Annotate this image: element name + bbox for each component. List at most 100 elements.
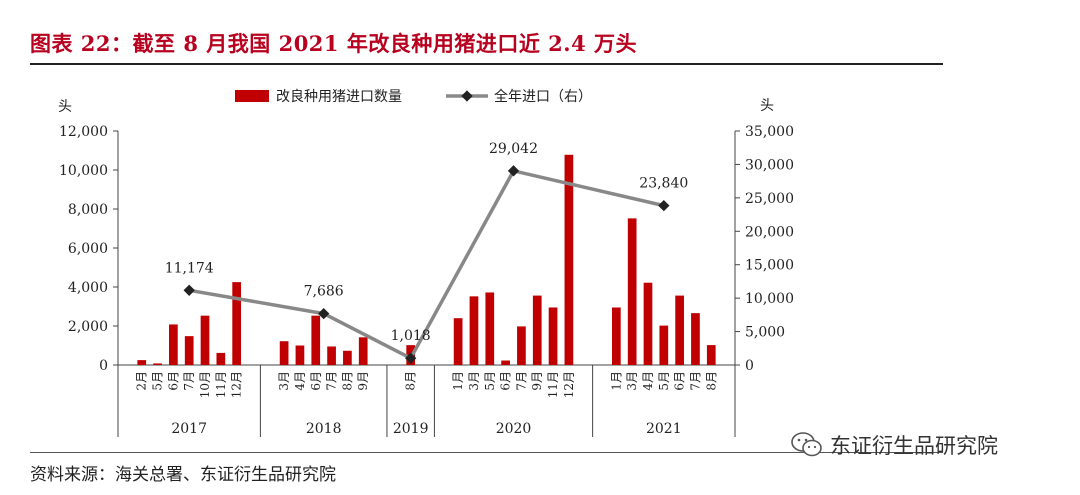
bar xyxy=(279,341,289,365)
left-tick-label: 0 xyxy=(99,358,108,374)
annual-marker xyxy=(183,284,195,296)
x-tick-label: 9月 xyxy=(356,371,370,391)
year-label: 2020 xyxy=(496,421,532,437)
annual-marker xyxy=(507,165,520,177)
x-tick-label: 4月 xyxy=(641,371,655,391)
x-tick-label: 12月 xyxy=(562,371,576,398)
x-tick-label: 5月 xyxy=(483,371,497,391)
year-label: 2021 xyxy=(646,421,682,437)
legend-bar-label: 改良种用猪进口数量 xyxy=(276,89,402,105)
bar xyxy=(706,345,716,365)
x-tick-label: 7月 xyxy=(325,371,339,391)
bar xyxy=(153,363,162,365)
x-tick-label: 2月 xyxy=(135,371,149,391)
bar xyxy=(532,295,542,365)
bar xyxy=(485,292,495,365)
x-tick-label: 7月 xyxy=(182,371,196,391)
x-tick-label: 8月 xyxy=(404,371,418,391)
x-tick-label: 6月 xyxy=(673,371,687,391)
bar xyxy=(627,218,637,365)
x-tick-label: 3月 xyxy=(625,371,639,391)
year-label: 2017 xyxy=(171,421,207,437)
x-tick-label: 1月 xyxy=(609,371,623,391)
bar xyxy=(453,318,463,365)
bar xyxy=(691,313,700,365)
x-tick-label: 11月 xyxy=(546,371,560,398)
x-tick-label: 7月 xyxy=(514,371,528,391)
bar xyxy=(295,345,305,365)
bar xyxy=(169,324,178,365)
left-tick-label: 4,000 xyxy=(68,280,108,296)
source-note: 资料来源：海关总署、东证衍生品研究院 xyxy=(30,465,336,485)
left-tick-label: 12,000 xyxy=(59,124,108,140)
title-rule xyxy=(30,63,943,65)
bar xyxy=(216,352,226,365)
annual-data-label: 29,042 xyxy=(489,141,538,157)
wechat-icon xyxy=(791,432,822,457)
x-tick-label: 10月 xyxy=(198,371,212,398)
annual-data-label: 7,686 xyxy=(304,284,344,300)
watermark: 东证衍生品研究院 xyxy=(790,430,998,460)
annual-marker xyxy=(658,199,670,212)
bar xyxy=(232,282,242,365)
chart-title: 图表 22：截至 8 月我国 2021 年改良种用猪进口近 2.4 万头 xyxy=(30,31,637,56)
right-tick-label: 10,000 xyxy=(745,291,794,307)
bar xyxy=(343,350,352,365)
x-tick-label: 3月 xyxy=(467,371,481,391)
x-tick-label: 12月 xyxy=(230,371,244,398)
annual-marker xyxy=(318,307,330,320)
source-rule xyxy=(30,452,943,453)
x-tick-label: 1月 xyxy=(451,371,465,391)
x-tick-label: 9月 xyxy=(530,371,544,391)
x-tick-label: 6月 xyxy=(499,371,513,391)
bar xyxy=(548,307,558,365)
x-tick-label: 4月 xyxy=(293,371,307,391)
right-tick-label: 5,000 xyxy=(745,325,785,341)
left-tick-label: 2,000 xyxy=(68,319,108,335)
legend-line-marker xyxy=(461,90,473,102)
legend-line-label: 全年进口（右） xyxy=(494,88,592,105)
year-label: 2018 xyxy=(306,421,342,437)
right-axis-unit: 头 xyxy=(760,98,774,114)
bar xyxy=(611,307,621,365)
right-tick-label: 0 xyxy=(745,358,754,374)
x-tick-label: 8月 xyxy=(340,371,354,391)
bar xyxy=(469,296,479,365)
watermark-text: 东证衍生品研究院 xyxy=(830,434,998,458)
bar xyxy=(659,325,669,365)
left-tick-label: 8,000 xyxy=(68,202,108,218)
bar xyxy=(200,315,210,365)
right-tick-label: 25,000 xyxy=(745,191,794,207)
bar xyxy=(501,360,510,365)
annual-marker xyxy=(405,352,417,364)
annual-data-label: 23,840 xyxy=(639,176,688,192)
right-tick-label: 30,000 xyxy=(745,157,794,173)
left-tick-label: 10,000 xyxy=(59,163,108,179)
bar xyxy=(137,360,147,365)
right-tick-label: 35,000 xyxy=(745,124,794,140)
x-tick-label: 5月 xyxy=(151,371,165,391)
x-tick-label: 8月 xyxy=(704,371,718,391)
year-label: 2019 xyxy=(393,421,429,437)
bar xyxy=(675,295,684,365)
bar xyxy=(184,336,194,365)
right-tick-label: 15,000 xyxy=(745,258,794,274)
left-tick-label: 6,000 xyxy=(68,241,108,257)
bar xyxy=(311,315,321,365)
x-tick-label: 3月 xyxy=(277,371,291,391)
bar xyxy=(643,282,653,365)
x-tick-label: 7月 xyxy=(688,371,702,391)
annual-data-label: 1,018 xyxy=(391,328,431,344)
right-tick-label: 20,000 xyxy=(745,224,794,240)
legend-bar-swatch xyxy=(235,90,269,102)
left-axis-unit: 头 xyxy=(58,99,72,115)
annual-data-label: 11,174 xyxy=(165,260,214,276)
bar xyxy=(564,154,574,365)
x-tick-label: 11月 xyxy=(214,371,228,398)
x-tick-label: 6月 xyxy=(166,371,180,391)
x-tick-label: 6月 xyxy=(309,371,323,391)
x-tick-label: 5月 xyxy=(657,371,671,391)
bar xyxy=(327,346,336,365)
bar xyxy=(517,326,526,365)
